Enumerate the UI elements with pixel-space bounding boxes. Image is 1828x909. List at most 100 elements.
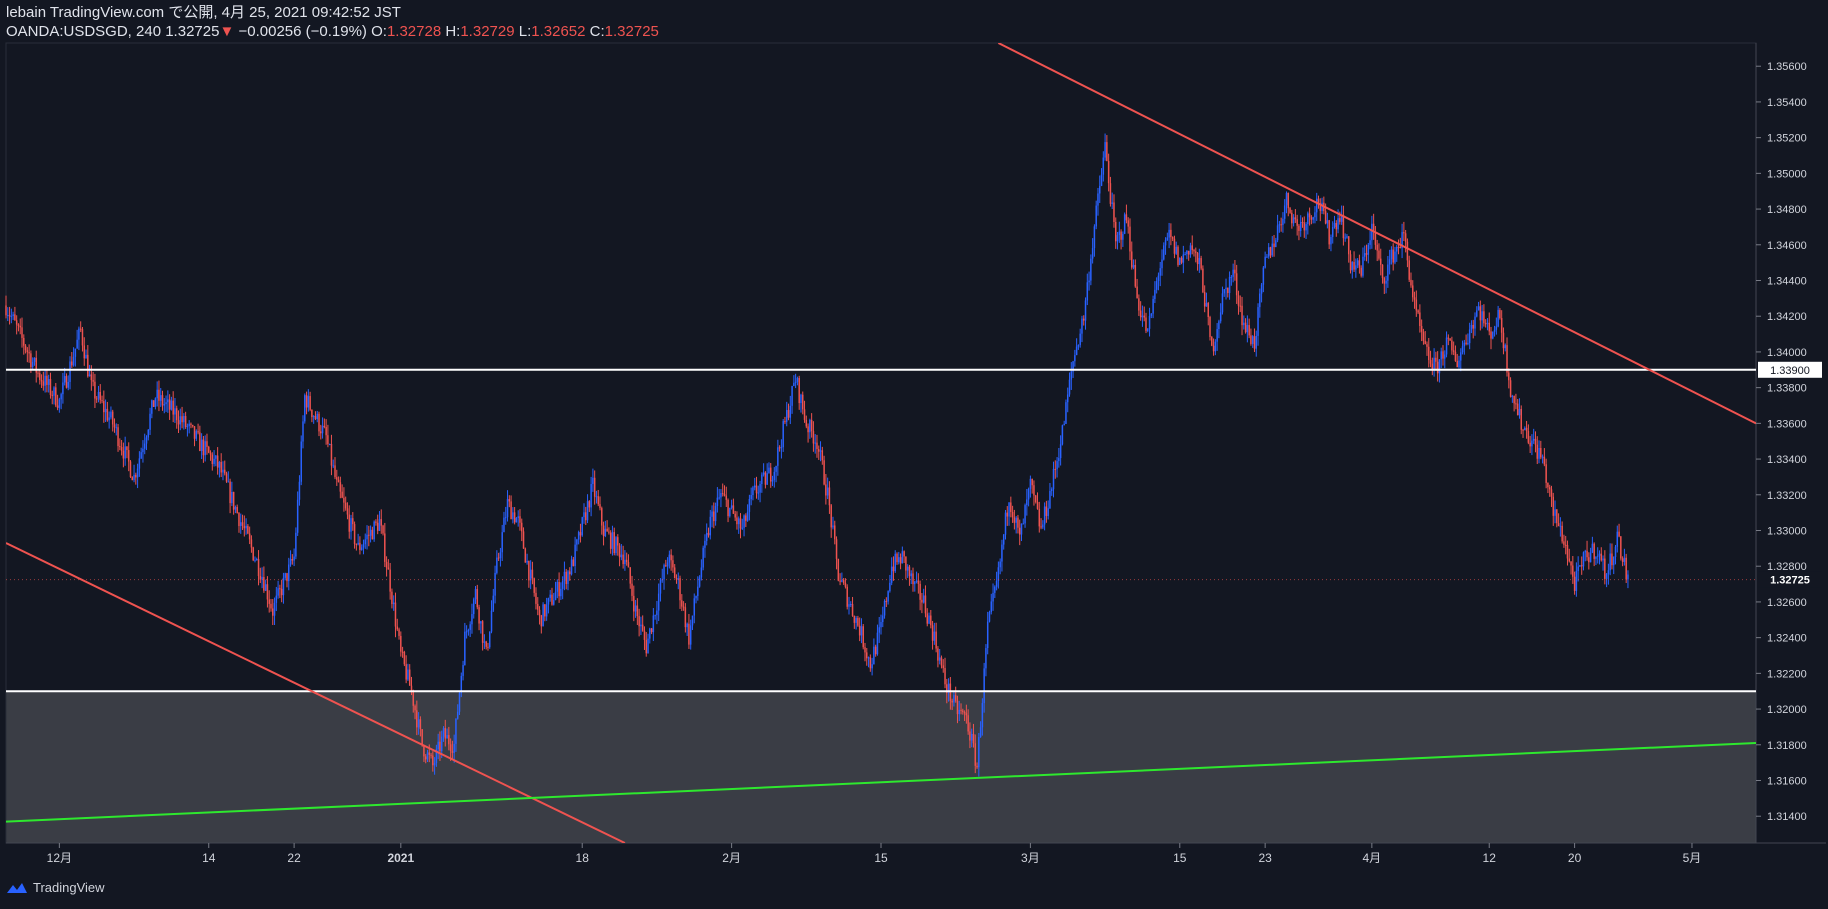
candle-up	[1056, 461, 1058, 470]
candle-down	[1426, 344, 1428, 347]
candle-up	[545, 604, 548, 617]
candle-up	[316, 413, 318, 420]
candle-up	[1216, 329, 1218, 342]
candle-down	[864, 647, 866, 653]
candle-up	[1444, 354, 1446, 359]
candle-down	[1600, 553, 1603, 561]
candle-up	[264, 584, 267, 591]
candle-up	[1219, 312, 1222, 322]
candle-up	[1495, 326, 1498, 330]
support-zone	[6, 691, 1756, 843]
footer-brand[interactable]: TradingView	[6, 880, 105, 895]
candle-up	[53, 387, 55, 396]
candle-down	[538, 609, 541, 616]
candle-up	[1029, 478, 1032, 489]
candle-down	[268, 599, 270, 604]
candle-down	[579, 532, 582, 536]
x-tick-label: 14	[202, 851, 216, 865]
candle-down	[946, 684, 948, 693]
candle-up	[503, 517, 505, 533]
candle-down	[739, 518, 742, 529]
candle-down	[1106, 142, 1108, 161]
candle-up	[1331, 227, 1334, 237]
candle-up	[1015, 517, 1017, 523]
candle-down	[1253, 336, 1256, 349]
candle-down	[1045, 506, 1048, 516]
candle-down	[1235, 273, 1238, 296]
candle-up	[1612, 556, 1615, 566]
candle-up	[1497, 309, 1499, 327]
candle-down	[1339, 218, 1341, 222]
candle-down	[1547, 482, 1549, 488]
candle-up	[1086, 282, 1089, 301]
candle-up	[174, 408, 176, 415]
candle-up	[775, 465, 777, 472]
candle-down	[232, 491, 235, 510]
candle-up	[1074, 355, 1076, 362]
candle-down	[396, 626, 399, 630]
candle-up	[1575, 571, 1578, 591]
candle-up	[873, 646, 875, 665]
candle-down	[599, 504, 601, 509]
candle-up	[1042, 524, 1044, 528]
candle-up	[947, 683, 950, 693]
candle-down	[734, 513, 736, 518]
candle-up	[115, 427, 118, 429]
candle-down	[432, 755, 434, 766]
candle-up	[256, 559, 258, 561]
candle-up	[440, 736, 443, 752]
candle-down	[224, 469, 226, 474]
candle-up	[295, 532, 297, 557]
candle-up	[882, 615, 884, 623]
candle-up	[188, 423, 190, 427]
candle-down	[1428, 346, 1430, 361]
candle-down	[318, 413, 320, 432]
candle-up	[1050, 489, 1053, 491]
y-tick-label: 1.31800	[1767, 740, 1807, 752]
candle-down	[430, 754, 432, 756]
candle-up	[695, 595, 697, 599]
y-tick-label: 1.35200	[1767, 133, 1807, 145]
candle-down	[1138, 298, 1140, 311]
candle-down	[161, 395, 164, 406]
candle-down	[1556, 509, 1558, 524]
candle-down	[343, 497, 345, 503]
candle-up	[1531, 440, 1533, 447]
candle-up	[689, 625, 692, 645]
candle-up	[378, 519, 381, 531]
y-tick-label: 1.33000	[1767, 526, 1807, 538]
candle-down	[1134, 264, 1137, 287]
candle-down	[1561, 525, 1563, 542]
candle-down	[834, 525, 836, 540]
candle-up	[1582, 552, 1585, 567]
candle-up	[499, 552, 502, 559]
candle-up	[574, 544, 576, 566]
candle-up	[31, 361, 34, 367]
y-tick-label: 1.33800	[1767, 383, 1807, 395]
candle-up	[1511, 396, 1514, 398]
candle-up	[1218, 321, 1220, 330]
candle-down	[670, 554, 672, 561]
candle-down	[725, 495, 728, 500]
candle-up	[762, 472, 765, 475]
candle-down	[926, 613, 928, 624]
candle-up	[62, 382, 64, 395]
x-tick-label: 12月	[47, 851, 72, 865]
candle-down	[1353, 261, 1355, 270]
candle-up	[1467, 343, 1469, 345]
candle-up	[933, 631, 936, 641]
y-tick-label: 1.31400	[1767, 811, 1807, 823]
candle-up	[1093, 226, 1096, 249]
candle-up	[994, 586, 996, 593]
candle-down	[1017, 517, 1019, 528]
candle-up	[752, 487, 754, 496]
candle-up	[240, 522, 242, 527]
candle-up	[1246, 325, 1249, 333]
symbol-label: OANDA:USDSGD, 240	[6, 23, 162, 40]
candle-up	[1305, 224, 1307, 231]
candle-up	[74, 348, 77, 357]
candle-up	[1388, 259, 1391, 265]
candle-down	[1449, 338, 1451, 341]
x-tick-label: 2021	[387, 851, 414, 865]
